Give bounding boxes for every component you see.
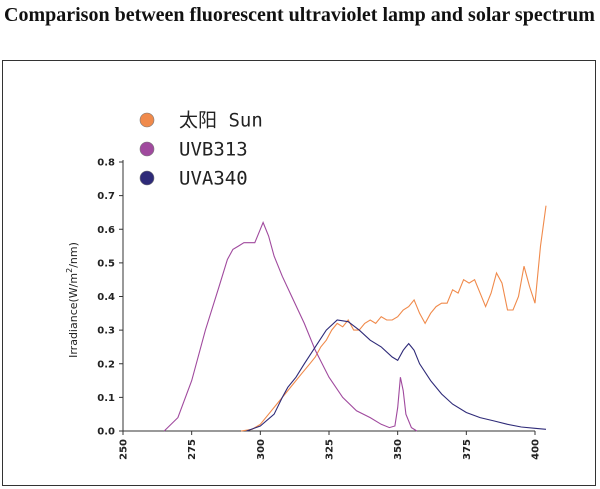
x-tick-label: 300	[256, 439, 267, 460]
y-tick-label: 0.6	[97, 225, 115, 236]
y-tick-label: 0.1	[97, 393, 115, 404]
legend-label-1: UVB313	[179, 139, 248, 161]
plot-area	[163, 205, 547, 432]
chart-frame	[2, 60, 596, 486]
y-axis-label-main: Irradiance(W/m	[67, 273, 80, 358]
series-line-1	[163, 221, 418, 432]
y-axis-label-sup: 2	[65, 268, 74, 273]
x-tick-label: 400	[531, 439, 542, 460]
y-tick-label: 0.5	[97, 258, 115, 269]
legend-marker-1	[139, 141, 155, 157]
y-tick-label: 0.4	[97, 292, 115, 303]
y-axis-label: Irradiance(W/m2/nm)	[65, 242, 80, 358]
series-line-2	[246, 319, 547, 432]
legend-label-0: 太阳 Sun	[179, 110, 263, 132]
legend-marker-2	[139, 170, 155, 186]
x-tick-label: 375	[462, 439, 473, 460]
y-tick-label: 0.3	[97, 326, 115, 337]
chart-title: Comparison between fluorescent ultraviol…	[4, 4, 595, 26]
axes: 0.0 0.1 0.2 0.3 0.4 0.5 0.6 0.7 0.8 250 275 300 325 3…	[97, 158, 541, 460]
x-tick-label: 350	[393, 439, 404, 460]
legend-label-2: UVA340	[179, 168, 248, 190]
series-line-0	[241, 205, 547, 432]
x-tick-label: 325	[325, 439, 336, 460]
legend-marker-0	[139, 112, 155, 128]
y-tick-label: 0.2	[97, 359, 115, 370]
y-axis-label-unit: /nm)	[67, 242, 80, 268]
x-tick-label: 275	[187, 439, 198, 460]
y-tick-label: 0.7	[97, 191, 115, 202]
y-tick-label: 0.0	[97, 427, 115, 438]
x-tick-label: 250	[119, 439, 130, 460]
y-tick-label: 0.8	[97, 158, 115, 169]
legend: 太阳 Sun UVB313 UVA340	[139, 110, 263, 190]
